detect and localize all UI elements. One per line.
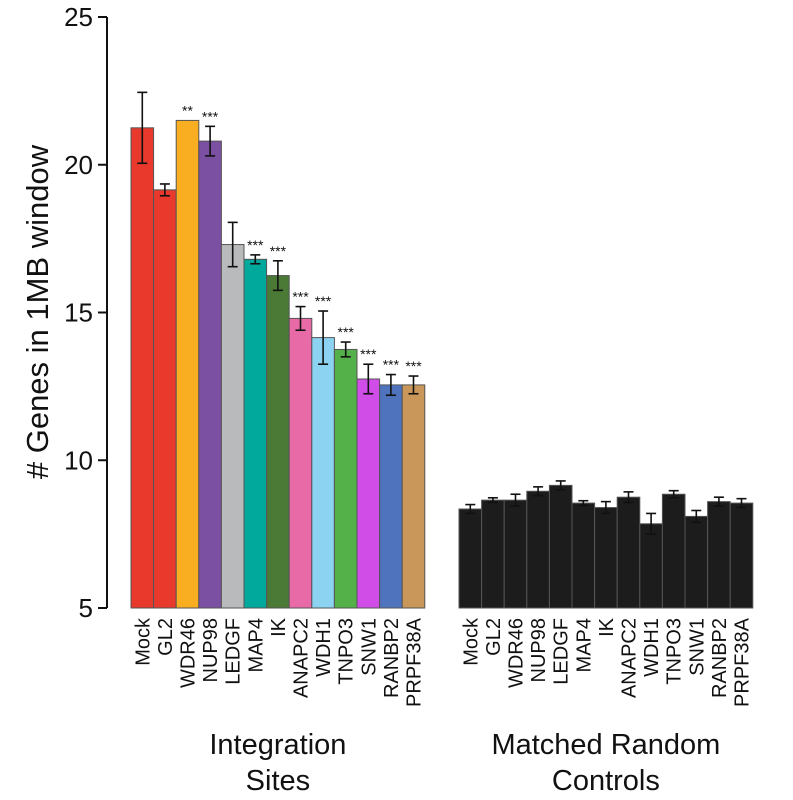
- category-label: ANAPC2: [291, 618, 313, 698]
- y-tick-label: 20: [64, 150, 93, 180]
- bar: [503, 499, 528, 609]
- significance-label: ***: [270, 243, 287, 259]
- category-label: Mock: [132, 617, 154, 666]
- bar: [243, 258, 268, 609]
- bar: [661, 493, 686, 609]
- category-labels: Mock GL2 WDR46 NUP98 LEDGF MAP4 IK ANAPC2 WDH1 TN…: [132, 617, 753, 797]
- bar: [616, 496, 641, 609]
- category-label: PRPF38A: [404, 617, 426, 707]
- y-tick-label: 15: [64, 298, 93, 328]
- bar: [356, 378, 381, 609]
- bar: [198, 140, 222, 609]
- bars: ** ****** ****** ************ ***: [130, 91, 754, 609]
- category-label: WDR46: [178, 618, 200, 688]
- bar: [379, 384, 403, 609]
- bar: [266, 275, 290, 609]
- category-label: LEDGF: [551, 618, 573, 685]
- significance-label: ***: [247, 237, 264, 253]
- category-label: LEDGF: [223, 618, 245, 685]
- category-label: TNPO3: [664, 618, 686, 685]
- category-label: RANBP2: [381, 618, 403, 698]
- category-label: WDH1: [313, 618, 335, 677]
- bar: [707, 501, 731, 609]
- significance-label: ***: [292, 289, 309, 305]
- category-label: GL2: [155, 618, 177, 656]
- group-label: Matched Random: [491, 729, 720, 761]
- bar: [401, 384, 426, 609]
- bar: [571, 502, 596, 609]
- category-label: RANBP2: [709, 618, 731, 698]
- bar: [639, 523, 663, 609]
- category-label: MAP4: [245, 618, 267, 672]
- category-label: GL2: [483, 618, 505, 656]
- category-label: NUP98: [528, 618, 550, 682]
- significance-label: ***: [315, 293, 332, 309]
- significance-label: ***: [338, 324, 355, 340]
- bar: [526, 490, 550, 609]
- category-label: IK: [596, 617, 618, 637]
- category-label: TNPO3: [336, 618, 358, 685]
- y-tick-label: 10: [64, 445, 93, 475]
- bar: [458, 508, 483, 609]
- category-label: SNW1: [686, 618, 708, 676]
- category-label: ANAPC2: [619, 618, 641, 698]
- category-label: Mock: [460, 617, 482, 666]
- y-axis: 5 10 15 20 25: [64, 2, 108, 623]
- significance-label: ***: [405, 358, 422, 374]
- bar: [220, 244, 245, 609]
- group-label: Sites: [246, 765, 310, 797]
- y-axis-label: # Genes in 1MB window: [20, 144, 55, 479]
- category-label: IK: [268, 617, 290, 637]
- y-tick-label: 25: [64, 2, 93, 32]
- bar: [729, 502, 754, 609]
- bar: [288, 317, 313, 609]
- category-label: MAP4: [573, 618, 595, 672]
- significance-label: ***: [383, 357, 400, 373]
- category-label: WDR46: [506, 618, 528, 688]
- group-label: Controls: [552, 765, 660, 797]
- bar: [311, 337, 335, 609]
- bar: [153, 189, 177, 609]
- category-label: PRPF38A: [732, 617, 754, 707]
- category-label: NUP98: [200, 618, 222, 682]
- bar: [175, 119, 200, 609]
- bar: [548, 484, 573, 609]
- group-label: Integration: [209, 729, 346, 761]
- bar: [684, 515, 709, 609]
- bar: [333, 348, 358, 609]
- significance-label: ***: [202, 108, 219, 124]
- category-label: WDH1: [641, 618, 663, 677]
- bar: [594, 507, 618, 609]
- category-label: SNW1: [358, 618, 380, 676]
- bar: [130, 127, 155, 609]
- y-tick-label: 5: [79, 593, 93, 623]
- significance-label: ***: [360, 346, 377, 362]
- bar: [481, 499, 505, 609]
- significance-label: **: [182, 102, 193, 118]
